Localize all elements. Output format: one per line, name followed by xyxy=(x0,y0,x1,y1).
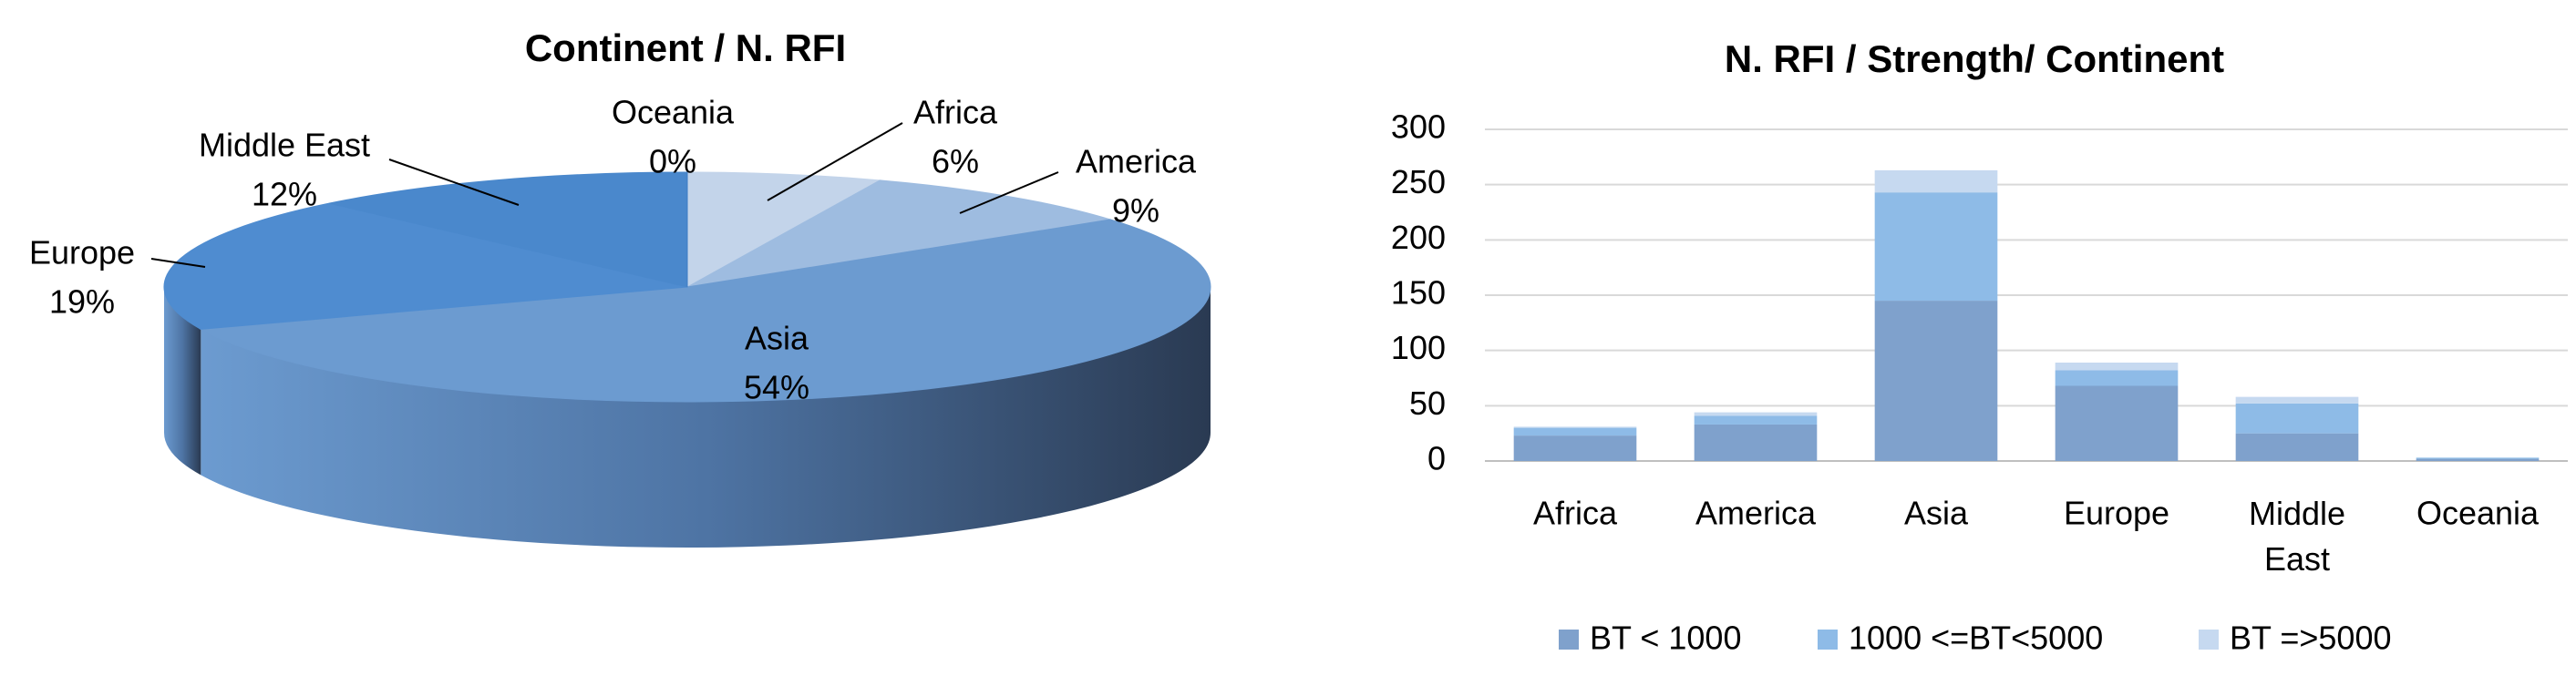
bar-segment xyxy=(2235,433,2359,461)
bar-segment xyxy=(1694,415,1818,425)
x-tick-label: Europe xyxy=(2064,495,2169,532)
bar-segment xyxy=(1874,169,1998,193)
pie-value-label: 12% xyxy=(252,176,317,213)
bar-segment xyxy=(1513,435,1637,461)
pie-label: Middle East xyxy=(199,127,370,164)
leader-line xyxy=(767,122,903,201)
pie-value-label: 9% xyxy=(1112,192,1159,230)
bar-segment xyxy=(1694,412,1818,416)
pie-value-label: 19% xyxy=(49,283,115,321)
y-tick-label: 150 xyxy=(1391,274,1446,312)
legend-label: BT < 1000 xyxy=(1590,620,1741,657)
pie-value-label: 0% xyxy=(649,143,696,180)
bar-segment xyxy=(2416,458,2540,461)
legend-label: BT =>5000 xyxy=(2230,620,2392,657)
bar-segment xyxy=(1513,426,1637,428)
bar-segment xyxy=(2235,396,2359,404)
y-tick-label: 300 xyxy=(1391,108,1446,146)
pie-chart: Africa 6% America 9% Asia 54% Europe 19% Middle … xyxy=(29,94,1211,548)
pie-slice xyxy=(686,171,881,288)
bar-segment xyxy=(2055,363,2179,371)
pie-label: Asia xyxy=(745,320,809,357)
bar-segment xyxy=(1694,424,1818,461)
pie-slice xyxy=(199,219,1211,403)
pie-slice xyxy=(328,171,688,288)
pie-side xyxy=(164,287,201,476)
legend-swatch xyxy=(1559,630,1579,650)
pie-label: Oceania xyxy=(612,94,735,131)
y-tick-label: 50 xyxy=(1409,384,1446,422)
bar-segment xyxy=(2055,385,2179,461)
x-tick-label: Middle East xyxy=(2249,495,2345,578)
pie-label: Africa xyxy=(913,94,998,131)
bar-title: N. RFI / Strength/ Continent xyxy=(1725,37,2224,80)
y-tick-label: 250 xyxy=(1391,163,1446,200)
x-tick-label: Africa xyxy=(1533,495,1618,532)
bar-segment xyxy=(1874,192,1998,302)
pie-side xyxy=(201,287,1211,548)
bar-segment xyxy=(1874,301,1998,461)
legend-swatch xyxy=(2199,630,2219,650)
bar-segment xyxy=(1513,427,1637,436)
x-tick-label: America xyxy=(1695,495,1817,532)
x-tick-label: Oceania xyxy=(2416,495,2540,532)
pie-label: America xyxy=(1076,143,1197,180)
y-tick-label: 100 xyxy=(1391,329,1446,366)
legend-label: 1000 <=BT<5000 xyxy=(1849,620,2103,657)
pie-title: Continent / N. RFI xyxy=(525,26,846,69)
bar-segment xyxy=(2416,457,2540,459)
legend-swatch xyxy=(1818,630,1838,650)
pie-value-label: 6% xyxy=(932,143,979,180)
y-tick-label: 200 xyxy=(1391,219,1446,256)
y-tick-label: 0 xyxy=(1427,440,1446,477)
bar-segment xyxy=(2055,370,2179,386)
pie-slice xyxy=(686,179,1111,288)
pie-value-label: 54% xyxy=(744,369,809,406)
pie-label: Europe xyxy=(29,234,135,271)
bar-chart: 0 50 100 150 200 250 300 Africa America Asia Europ… xyxy=(1391,108,2568,657)
bar-segment xyxy=(2235,403,2359,434)
leader-line xyxy=(150,258,206,268)
leader-line xyxy=(388,159,520,206)
leader-line xyxy=(959,171,1059,214)
x-tick-label: Asia xyxy=(1904,495,1969,532)
